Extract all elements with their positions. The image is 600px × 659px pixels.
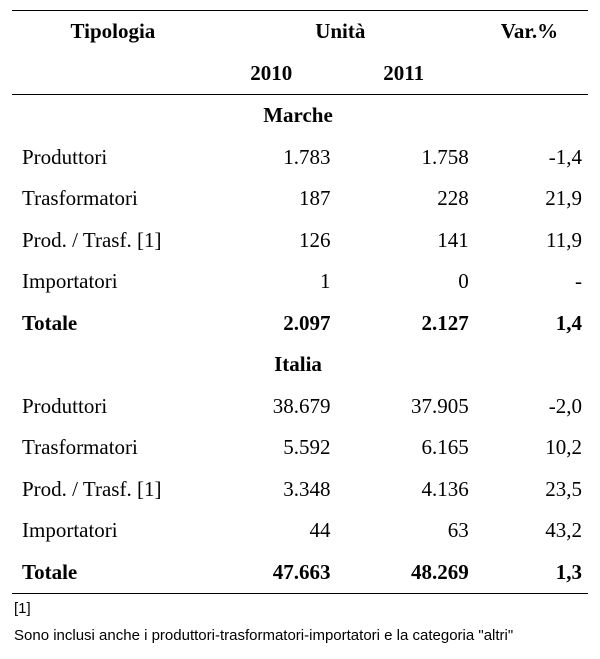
cell-y2: 63 xyxy=(335,510,473,552)
cell-y2: 1.758 xyxy=(335,137,473,179)
table-row: Produttori 38.679 37.905 -2,0 xyxy=(12,386,588,428)
hdr-blank2 xyxy=(473,53,588,95)
hdr-blank xyxy=(12,53,208,95)
page: Tipologia Unità Var.% 2010 2011 Marche P… xyxy=(0,0,600,659)
cell-label: Produttori xyxy=(12,137,208,179)
header-row-1: Tipologia Unità Var.% xyxy=(12,11,588,53)
hdr-var: Var.% xyxy=(473,11,588,53)
cell-label: Totale xyxy=(12,303,208,345)
cell-label: Prod. / Trasf. [1] xyxy=(12,469,208,511)
cell-var: - xyxy=(473,261,588,303)
cell-y1: 5.592 xyxy=(208,427,335,469)
cell-var: -1,4 xyxy=(473,137,588,179)
cell-label: Trasformatori xyxy=(12,427,208,469)
table-row: Prod. / Trasf. [1] 3.348 4.136 23,5 xyxy=(12,469,588,511)
table-row: Produttori 1.783 1.758 -1,4 xyxy=(12,137,588,179)
cell-y2: 0 xyxy=(335,261,473,303)
header-row-2: 2010 2011 xyxy=(12,53,588,95)
cell-y2: 48.269 xyxy=(335,552,473,594)
cell-y2: 37.905 xyxy=(335,386,473,428)
section-italia-label: Italia xyxy=(12,344,588,386)
cell-var: 11,9 xyxy=(473,220,588,262)
cell-y2: 228 xyxy=(335,178,473,220)
hdr-2010: 2010 xyxy=(208,53,335,95)
cell-label: Importatori xyxy=(12,510,208,552)
cell-label: Totale xyxy=(12,552,208,594)
table-row: Importatori 44 63 43,2 xyxy=(12,510,588,552)
table-row: Trasformatori 5.592 6.165 10,2 xyxy=(12,427,588,469)
cell-label: Prod. / Trasf. [1] xyxy=(12,220,208,262)
cell-y1: 2.097 xyxy=(208,303,335,345)
footnote-ref: [1] xyxy=(12,594,588,621)
cell-y1: 1.783 xyxy=(208,137,335,179)
cell-label: Importatori xyxy=(12,261,208,303)
cell-var: 1,3 xyxy=(473,552,588,594)
data-table: Tipologia Unità Var.% 2010 2011 Marche P… xyxy=(12,10,588,594)
cell-label: Produttori xyxy=(12,386,208,428)
hdr-unita: Unità xyxy=(208,11,473,53)
hdr-tipologia: Tipologia xyxy=(12,11,208,53)
cell-var: 10,2 xyxy=(473,427,588,469)
table-row: Importatori 1 0 - xyxy=(12,261,588,303)
table-row-total: Totale 2.097 2.127 1,4 xyxy=(12,303,588,345)
cell-var: 23,5 xyxy=(473,469,588,511)
cell-y2: 4.136 xyxy=(335,469,473,511)
cell-var: -2,0 xyxy=(473,386,588,428)
footnote-text: Sono inclusi anche i produttori-trasform… xyxy=(12,621,588,648)
table-row: Trasformatori 187 228 21,9 xyxy=(12,178,588,220)
cell-y2: 2.127 xyxy=(335,303,473,345)
cell-y1: 38.679 xyxy=(208,386,335,428)
cell-var: 43,2 xyxy=(473,510,588,552)
table-row: Prod. / Trasf. [1] 126 141 11,9 xyxy=(12,220,588,262)
cell-y1: 1 xyxy=(208,261,335,303)
cell-y1: 126 xyxy=(208,220,335,262)
cell-label: Trasformatori xyxy=(12,178,208,220)
section-marche-label: Marche xyxy=(12,95,588,137)
cell-y1: 187 xyxy=(208,178,335,220)
cell-y2: 141 xyxy=(335,220,473,262)
section-marche: Marche xyxy=(12,95,588,137)
cell-y1: 44 xyxy=(208,510,335,552)
cell-var: 1,4 xyxy=(473,303,588,345)
cell-y2: 6.165 xyxy=(335,427,473,469)
hdr-2011: 2011 xyxy=(335,53,473,95)
section-italia: Italia xyxy=(12,344,588,386)
table-row-total: Totale 47.663 48.269 1,3 xyxy=(12,552,588,594)
cell-y1: 3.348 xyxy=(208,469,335,511)
cell-y1: 47.663 xyxy=(208,552,335,594)
cell-var: 21,9 xyxy=(473,178,588,220)
